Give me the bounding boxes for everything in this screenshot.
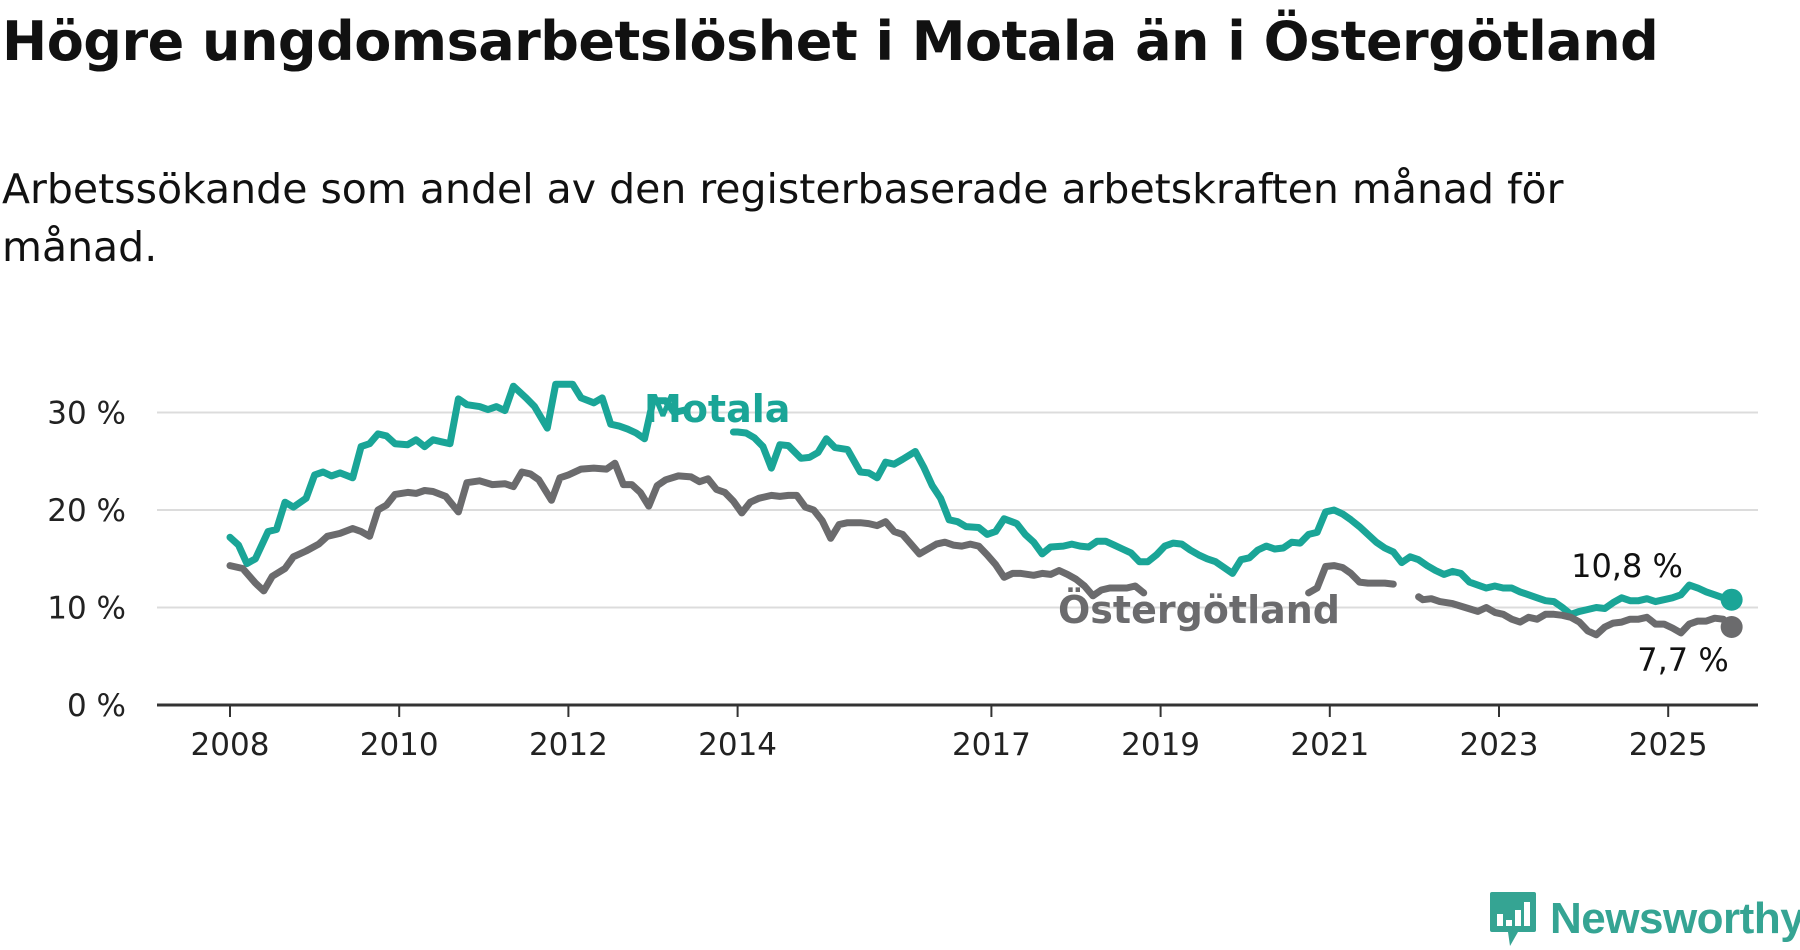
x-tick-label: 2023	[1460, 727, 1539, 763]
x-tick-label: 2014	[698, 727, 777, 763]
end-label-motala: 10,8 %	[1571, 547, 1683, 585]
end-point-ostergotland	[1720, 616, 1743, 638]
series-line-ostergotland	[1415, 593, 1736, 639]
x-tick-label: 2025	[1629, 727, 1708, 763]
series-lines	[226, 380, 1743, 639]
y-tick-label: 30 %	[47, 396, 126, 432]
series-label-motala: Motala	[644, 387, 790, 431]
gridlines: 0 % 10 % 20 % 30 %	[47, 396, 1758, 724]
x-axis: 2008 2010 2012 2014 2017 2019 2021 2023 2025	[157, 703, 1758, 763]
newsworthy-logo: Newsworthy	[1488, 888, 1800, 950]
y-tick-label: 10 %	[47, 591, 126, 627]
page-subtitle: Arbetssökande som andel av den registerb…	[2, 165, 1564, 271]
series-label-ostergotland: Östergötland	[1058, 588, 1340, 632]
x-tick-label: 2008	[191, 727, 270, 763]
x-tick-label: 2010	[360, 727, 439, 763]
x-tick-label: 2017	[952, 727, 1031, 763]
series-labels: Motala Östergötland 10,8 % 7,7 %	[644, 387, 1729, 679]
y-tick-label: 20 %	[47, 493, 126, 529]
end-label-ostergotland: 7,7 %	[1637, 641, 1728, 679]
series-line-motala	[226, 380, 691, 568]
end-point-motala	[1720, 588, 1743, 611]
logo-text: Newsworthy	[1550, 894, 1800, 943]
y-tick-label: 0 %	[67, 688, 126, 724]
page-title: Högre ungdomsarbetslöshet i Motala än i …	[2, 10, 1659, 73]
series-line-ostergotland	[226, 459, 1148, 600]
x-tick-label: 2021	[1290, 727, 1369, 763]
x-tick-label: 2012	[529, 727, 608, 763]
series-line-motala	[729, 428, 1736, 618]
x-tick-label: 2019	[1121, 727, 1200, 763]
newsworthy-chart-bubble-icon	[1490, 892, 1536, 946]
series-line-ostergotland	[1305, 562, 1397, 597]
